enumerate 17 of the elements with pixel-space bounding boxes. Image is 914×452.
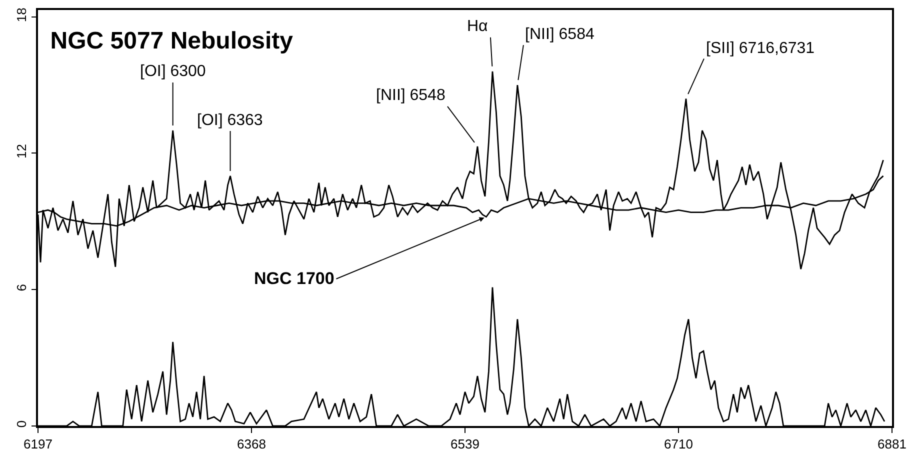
annotation: [OI] 6300 [140, 63, 206, 80]
y-tick-label: 12 [14, 144, 30, 158]
annotation: [NII] 6584 [525, 26, 594, 43]
x-tick-label: 6539 [450, 436, 480, 452]
x-tick-label: 6710 [664, 436, 693, 452]
annotation: [OI] 6363 [197, 112, 263, 129]
x-tick-label: 6197 [24, 436, 52, 452]
x-tick-label: 6368 [237, 436, 266, 452]
annotation: NGC 1700 [254, 269, 334, 288]
y-tick-label: 18 [14, 8, 30, 22]
text: NGC 5077 Nebulosity [50, 27, 294, 54]
y-tick-label: 0 [14, 420, 30, 428]
y-tick-label: 6 [14, 284, 30, 292]
x-tick-label: 6881 [878, 436, 906, 452]
annotation: Hα [467, 18, 488, 35]
annotation: [NII] 6548 [376, 87, 446, 104]
annotation: [SII] 6716,6731 [706, 40, 815, 57]
